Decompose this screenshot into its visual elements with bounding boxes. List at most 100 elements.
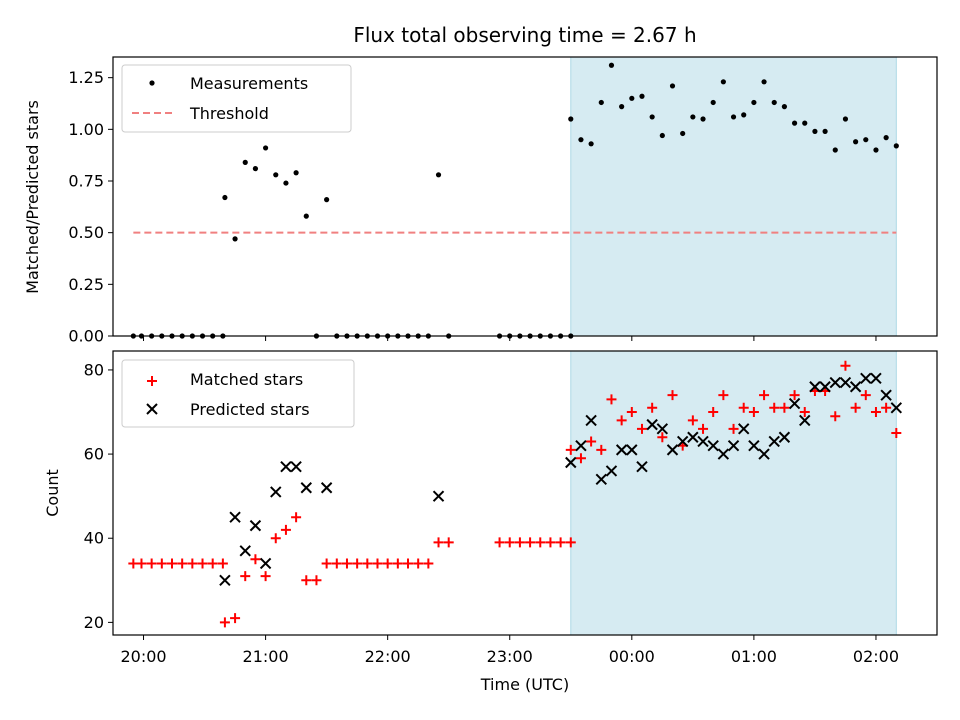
predicted-stars-point — [219, 574, 231, 587]
predicted-stars-point — [656, 423, 669, 435]
matched-stars-point — [779, 402, 790, 413]
matched-stars-point — [217, 558, 228, 569]
matched-stars-point — [606, 394, 617, 405]
measurement-point — [578, 137, 584, 143]
x-tick-label: 22:00 — [365, 647, 411, 666]
measurement-point — [720, 79, 726, 85]
measurement-point — [283, 180, 289, 186]
measurement-point — [893, 143, 899, 149]
axis-ticks: 0.00 0.25 0.50 0.75 1.00 1.25 20 40 60 80 20:00 21:… — [68, 68, 899, 666]
measurement-point — [832, 147, 838, 153]
matched-stars-legend-label: Matched stars — [190, 370, 303, 389]
predicted-stars-point — [432, 490, 445, 502]
predicted-stars-point — [860, 372, 872, 385]
predicted-stars-point — [280, 460, 292, 473]
observing-window-shading — [570, 56, 897, 636]
x-tick-label: 00:00 — [609, 647, 655, 666]
matched-stars-point — [280, 524, 291, 535]
predicted-stars-point — [666, 444, 679, 456]
matched-stars-point — [494, 537, 505, 548]
chart-title: Flux total observing time = 2.67 h — [353, 23, 696, 47]
matched-stars-legend-marker — [147, 376, 157, 386]
matched-stars-point — [352, 558, 363, 569]
matched-stars-point — [575, 453, 586, 464]
matched-stars-point — [830, 411, 841, 422]
matched-stars-point — [372, 558, 383, 569]
predicted-stars-point — [758, 448, 770, 460]
predicted-stars-point — [646, 418, 658, 431]
matched-stars-point — [525, 537, 536, 548]
matched-stars-point — [616, 415, 627, 426]
matched-stars-point — [250, 554, 261, 565]
matched-stars-point — [270, 533, 281, 544]
matched-stars-point — [881, 402, 892, 413]
measurement-point — [822, 128, 828, 134]
x-tick-label: 01:00 — [731, 647, 777, 666]
bottom-y-axis-label: Count — [43, 469, 62, 517]
x-tick-label: 20:00 — [120, 647, 166, 666]
x-tick-label: 23:00 — [487, 647, 533, 666]
measurement-point — [761, 79, 767, 85]
predicted-stars-point — [270, 486, 282, 498]
measurement-point — [690, 114, 696, 120]
matched-stars-point — [301, 575, 312, 586]
x-axis-label: Time (UTC) — [480, 675, 569, 694]
predicted-stars-point — [788, 397, 801, 410]
matched-stars-point — [840, 360, 851, 371]
matched-stars-point — [860, 390, 871, 401]
matched-stars-point — [443, 537, 454, 548]
matched-stars-point — [636, 423, 647, 434]
matched-stars-point — [799, 407, 810, 418]
measurement-point — [791, 120, 798, 126]
measurements-legend-marker — [149, 80, 155, 86]
measurement-point — [252, 166, 259, 172]
matched-stars-point — [331, 558, 342, 569]
threshold-legend-label: Threshold — [189, 104, 269, 123]
matched-stars-point — [586, 436, 597, 447]
predicted-stars-point — [768, 435, 780, 448]
matched-stars-point — [207, 558, 218, 569]
top-y-axis-label: Matched/Predicted stars — [23, 100, 42, 294]
predicted-stars-point — [829, 376, 841, 389]
y-tick-label: 1.00 — [68, 120, 104, 139]
matched-stars-point — [423, 558, 434, 569]
matched-stars-point — [392, 558, 403, 569]
measurement-point — [232, 236, 238, 242]
matched-stars-point — [769, 402, 780, 413]
matched-stars-point — [657, 432, 668, 443]
matched-stars-point — [382, 558, 393, 569]
matched-stars-point — [667, 390, 678, 401]
matched-stars-point — [596, 444, 607, 455]
matched-stars-point — [708, 407, 719, 418]
matched-stars-point — [156, 558, 167, 569]
y-tick-label: 60 — [84, 445, 104, 464]
predicted-stars-point — [809, 381, 821, 393]
measurement-point — [222, 194, 228, 201]
predicted-stars-point — [849, 381, 862, 393]
measurement-point — [741, 112, 747, 118]
measurement-point — [588, 141, 594, 147]
predicted-stars-point — [870, 372, 882, 385]
predicted-stars-point — [259, 557, 272, 570]
measurement-point — [303, 213, 309, 219]
matched-stars-point — [187, 558, 198, 569]
predicted-stars-point — [778, 431, 791, 443]
predicted-stars-point — [300, 482, 312, 494]
matched-stars-point — [146, 558, 157, 569]
measurement-point — [293, 170, 299, 176]
measurement-point — [659, 132, 665, 139]
measurement-point — [639, 93, 645, 99]
predicted-stars-legend-label: Predicted stars — [190, 400, 310, 419]
matched-stars-point — [321, 558, 332, 569]
matched-stars-point — [167, 558, 178, 569]
y-tick-label: 0.00 — [68, 327, 104, 346]
matched-stars-point — [433, 537, 444, 548]
bottom-legend-box — [121, 359, 355, 428]
y-tick-label: 20 — [84, 613, 104, 632]
predicted-stars-point — [748, 439, 760, 452]
measurement-point — [242, 159, 248, 165]
top-legend: Measurements Threshold — [121, 64, 352, 133]
matched-stars-point — [870, 407, 881, 418]
predicted-stars-point — [676, 435, 689, 448]
